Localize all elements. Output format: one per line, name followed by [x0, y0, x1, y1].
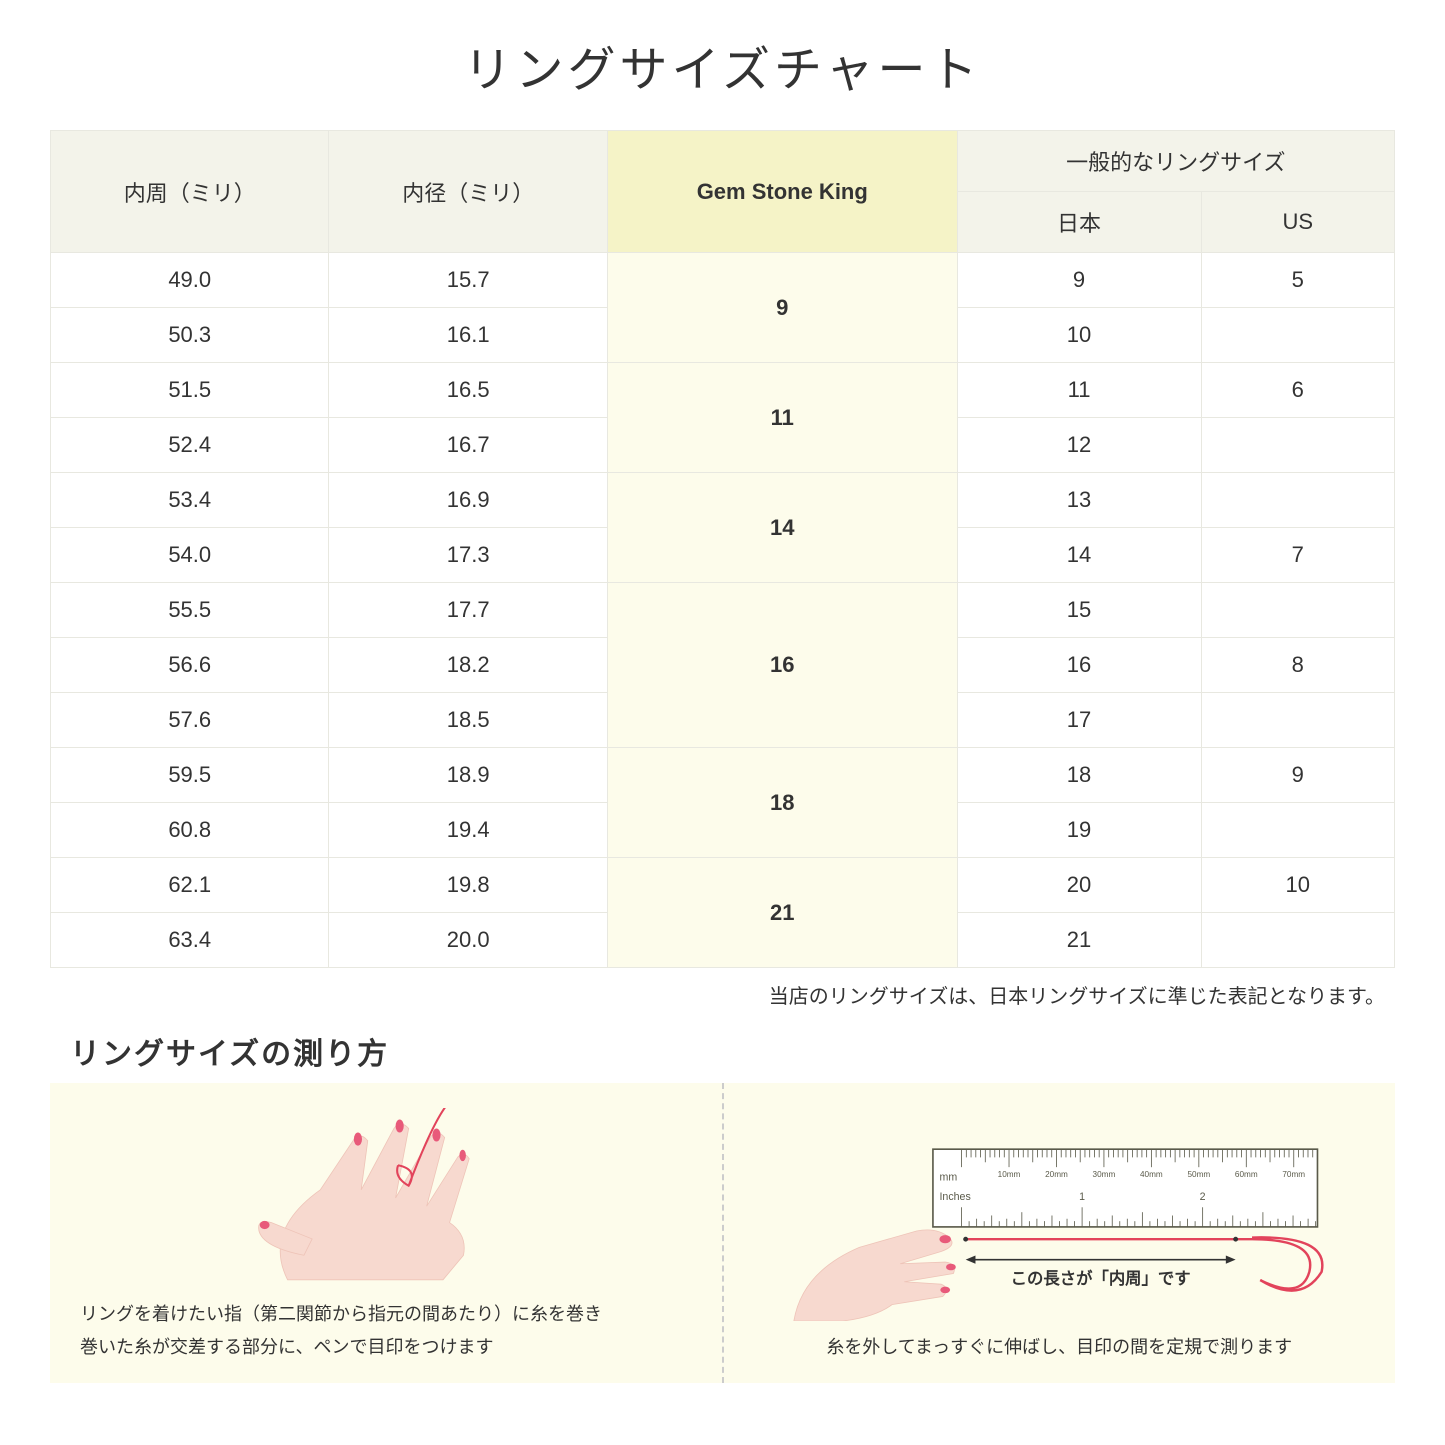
cell-diam: 16.7	[329, 418, 607, 473]
measure-caption-2: 糸を外してまっすぐに伸ばし、目印の間を定規で測ります	[754, 1331, 1366, 1363]
cell-us	[1201, 693, 1395, 748]
size-chart-table: 内周（ミリ） 内径（ミリ） Gem Stone King 一般的なリングサイズ …	[50, 130, 1395, 968]
cell-circ: 55.5	[51, 583, 329, 638]
measure-title: リングサイズの測り方	[50, 1029, 1395, 1073]
cell-jp: 14	[957, 528, 1201, 583]
svg-text:1: 1	[1079, 1191, 1085, 1203]
cell-gsk: 9	[607, 253, 957, 363]
header-general: 一般的なリングサイズ	[957, 131, 1394, 192]
measure-step-1: リングを着けたい指（第二関節から指元の間あたり）に糸を巻き 巻いた糸が交差する部…	[50, 1083, 722, 1383]
cell-diam: 19.4	[329, 803, 607, 858]
cell-gsk: 18	[607, 748, 957, 858]
cell-circ: 63.4	[51, 913, 329, 968]
cell-jp: 18	[957, 748, 1201, 803]
cell-circ: 57.6	[51, 693, 329, 748]
cell-diam: 16.9	[329, 473, 607, 528]
cell-us	[1201, 803, 1395, 858]
cell-jp: 16	[957, 638, 1201, 693]
cell-circ: 54.0	[51, 528, 329, 583]
cell-jp: 21	[957, 913, 1201, 968]
svg-text:10mm: 10mm	[997, 1170, 1020, 1179]
footnote: 当店のリングサイズは、日本リングサイズに準じた表記となります。	[50, 980, 1395, 1009]
cell-diam: 18.2	[329, 638, 607, 693]
cell-jp: 9	[957, 253, 1201, 308]
svg-text:mm: mm	[939, 1171, 957, 1183]
cell-diam: 20.0	[329, 913, 607, 968]
page-title: リングサイズチャート	[50, 30, 1395, 100]
cell-gsk: 14	[607, 473, 957, 583]
cell-us: 6	[1201, 363, 1395, 418]
cell-circ: 53.4	[51, 473, 329, 528]
table-row: 59.518.918189	[51, 748, 1395, 803]
cell-gsk: 16	[607, 583, 957, 748]
cell-diam: 18.9	[329, 748, 607, 803]
cell-jp: 10	[957, 308, 1201, 363]
cell-jp: 11	[957, 363, 1201, 418]
svg-text:40mm: 40mm	[1140, 1170, 1163, 1179]
hand-wrap-illustration	[80, 1108, 692, 1288]
cell-us: 7	[1201, 528, 1395, 583]
measure-step-2: mm Inches 10mm 20mm 30mm 40mm 50mm 60mm 70mm 1…	[722, 1083, 1396, 1383]
cell-diam: 16.5	[329, 363, 607, 418]
svg-text:2: 2	[1199, 1191, 1205, 1203]
cell-circ: 56.6	[51, 638, 329, 693]
table-row: 53.416.91413	[51, 473, 1395, 528]
cell-circ: 62.1	[51, 858, 329, 913]
svg-text:20mm: 20mm	[1045, 1170, 1068, 1179]
table-row: 62.119.8212010	[51, 858, 1395, 913]
ruler-illustration: mm Inches 10mm 20mm 30mm 40mm 50mm 60mm 70mm 1…	[754, 1141, 1366, 1321]
cell-circ: 52.4	[51, 418, 329, 473]
table-row: 49.015.7995	[51, 253, 1395, 308]
cell-us: 10	[1201, 858, 1395, 913]
cell-circ: 49.0	[51, 253, 329, 308]
cell-us	[1201, 308, 1395, 363]
header-us: US	[1201, 192, 1395, 253]
svg-text:70mm: 70mm	[1282, 1170, 1305, 1179]
header-diam: 内径（ミリ）	[329, 131, 607, 253]
header-gsk: Gem Stone King	[607, 131, 957, 253]
cell-us	[1201, 583, 1395, 638]
cell-jp: 12	[957, 418, 1201, 473]
cell-circ: 60.8	[51, 803, 329, 858]
cell-us	[1201, 473, 1395, 528]
svg-text:60mm: 60mm	[1234, 1170, 1257, 1179]
svg-text:30mm: 30mm	[1092, 1170, 1115, 1179]
cell-diam: 19.8	[329, 858, 607, 913]
cell-jp: 15	[957, 583, 1201, 638]
cell-gsk: 11	[607, 363, 957, 473]
cell-circ: 50.3	[51, 308, 329, 363]
cell-jp: 19	[957, 803, 1201, 858]
cell-us	[1201, 913, 1395, 968]
cell-diam: 15.7	[329, 253, 607, 308]
table-row: 51.516.511116	[51, 363, 1395, 418]
svg-text:この長さが「内周」です: この長さが「内周」です	[1010, 1269, 1190, 1288]
cell-us	[1201, 418, 1395, 473]
cell-circ: 51.5	[51, 363, 329, 418]
measure-instructions: リングを着けたい指（第二関節から指元の間あたり）に糸を巻き 巻いた糸が交差する部…	[50, 1083, 1395, 1383]
svg-text:50mm: 50mm	[1187, 1170, 1210, 1179]
header-jp: 日本	[957, 192, 1201, 253]
cell-diam: 16.1	[329, 308, 607, 363]
header-circ: 内周（ミリ）	[51, 131, 329, 253]
cell-gsk: 21	[607, 858, 957, 968]
cell-jp: 13	[957, 473, 1201, 528]
svg-text:Inches: Inches	[939, 1191, 970, 1203]
table-row: 55.517.71615	[51, 583, 1395, 638]
cell-diam: 17.3	[329, 528, 607, 583]
cell-jp: 20	[957, 858, 1201, 913]
cell-diam: 17.7	[329, 583, 607, 638]
cell-us: 9	[1201, 748, 1395, 803]
cell-circ: 59.5	[51, 748, 329, 803]
cell-diam: 18.5	[329, 693, 607, 748]
cell-jp: 17	[957, 693, 1201, 748]
cell-us: 5	[1201, 253, 1395, 308]
measure-caption-1: リングを着けたい指（第二関節から指元の間あたり）に糸を巻き 巻いた糸が交差する部…	[80, 1298, 692, 1363]
cell-us: 8	[1201, 638, 1395, 693]
